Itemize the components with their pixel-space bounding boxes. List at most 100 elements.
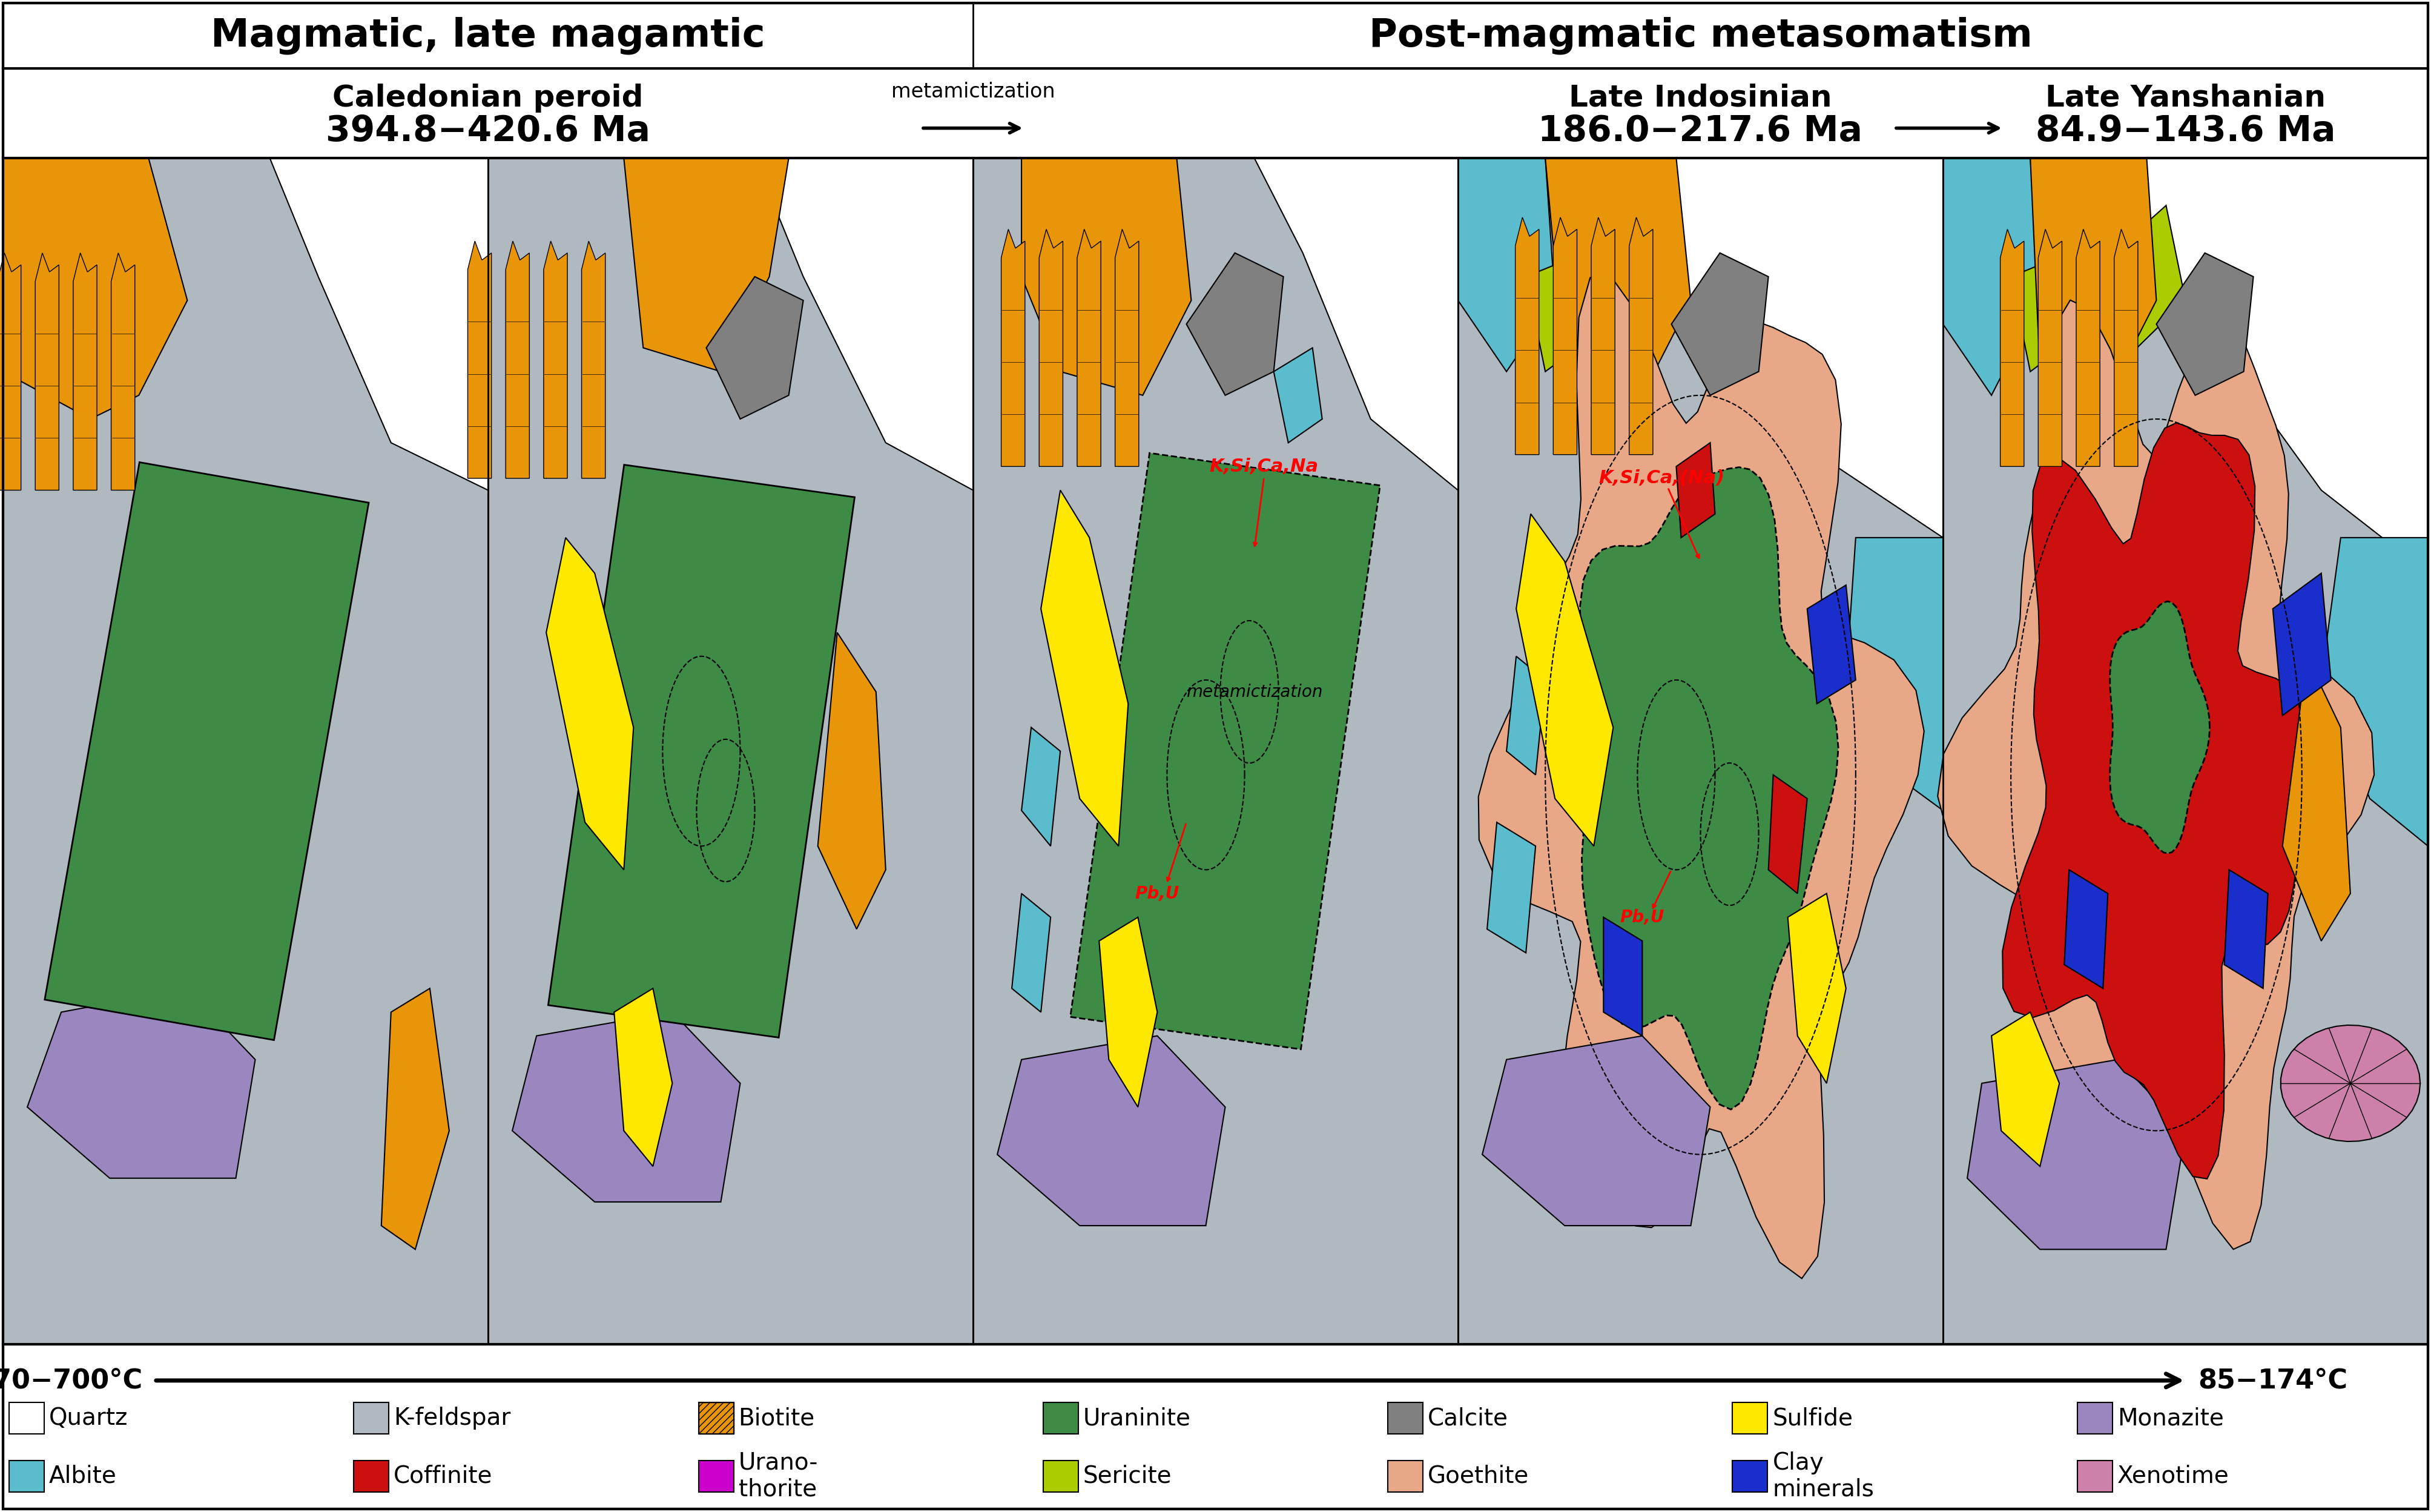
Polygon shape	[2280, 1025, 2421, 1142]
Polygon shape	[1488, 823, 1536, 953]
Bar	[1459, 159, 1942, 1344]
Polygon shape	[2156, 253, 2254, 395]
Polygon shape	[1991, 1012, 2059, 1166]
Polygon shape	[1274, 348, 1322, 443]
Polygon shape	[1040, 490, 1128, 847]
Bar	[1388, 1461, 1422, 1492]
Polygon shape	[2003, 423, 2317, 1179]
Polygon shape	[1038, 230, 1062, 467]
Polygon shape	[754, 159, 972, 490]
Bar	[698, 1403, 734, 1433]
Polygon shape	[997, 1036, 1225, 1226]
Polygon shape	[270, 159, 489, 490]
Polygon shape	[2322, 538, 2429, 847]
Polygon shape	[27, 989, 255, 1178]
Bar	[1043, 1403, 1079, 1433]
Polygon shape	[1099, 918, 1157, 1107]
Polygon shape	[2113, 206, 2185, 348]
Polygon shape	[1116, 230, 1138, 467]
Polygon shape	[817, 632, 885, 928]
Text: Coffinite: Coffinite	[394, 1465, 493, 1488]
Text: metamictization: metamictization	[892, 82, 1055, 101]
Bar	[1733, 1461, 1767, 1492]
Polygon shape	[2001, 230, 2025, 467]
Polygon shape	[2115, 230, 2137, 467]
Text: K,Si,Ca,Na: K,Si,Ca,Na	[1211, 458, 1318, 475]
Polygon shape	[1845, 538, 1942, 810]
Text: Biotite: Biotite	[739, 1406, 814, 1430]
Polygon shape	[1806, 585, 1855, 703]
Polygon shape	[34, 253, 58, 490]
Bar	[10, 1461, 44, 1492]
Polygon shape	[2283, 656, 2351, 940]
Bar	[1942, 159, 2429, 1344]
Polygon shape	[1673, 253, 1767, 395]
Polygon shape	[2273, 573, 2331, 715]
Bar	[489, 159, 972, 1344]
Polygon shape	[2, 159, 187, 419]
Polygon shape	[2010, 253, 2079, 372]
Bar	[44, 463, 370, 1040]
Polygon shape	[1604, 159, 1942, 538]
Polygon shape	[0, 253, 22, 490]
Text: Late Indosinian: Late Indosinian	[1568, 83, 1833, 112]
Text: Albite: Albite	[49, 1465, 117, 1488]
Text: Late Yanshanian: Late Yanshanian	[2044, 83, 2326, 112]
Polygon shape	[1767, 774, 1806, 894]
Bar	[2, 159, 489, 1344]
Bar	[10, 1403, 44, 1433]
Polygon shape	[707, 277, 802, 419]
Text: Xenotime: Xenotime	[2117, 1465, 2229, 1488]
Polygon shape	[467, 240, 491, 478]
Polygon shape	[625, 159, 788, 372]
Polygon shape	[112, 253, 134, 490]
Text: Urano-
thorite: Urano- thorite	[739, 1452, 817, 1501]
Polygon shape	[2110, 602, 2210, 853]
Text: metamictization: metamictization	[1186, 683, 1322, 700]
Polygon shape	[2224, 869, 2268, 989]
Polygon shape	[1629, 218, 1653, 455]
Bar	[2076, 1461, 2113, 1492]
Text: K,Si,Ca,(Na): K,Si,Ca,(Na)	[1600, 470, 1724, 487]
Bar	[355, 1403, 389, 1433]
Bar	[698, 1461, 734, 1492]
Polygon shape	[1517, 514, 1614, 847]
Text: 85−174°C: 85−174°C	[2198, 1367, 2348, 1394]
Polygon shape	[2030, 159, 2156, 395]
Text: 470−700°C: 470−700°C	[0, 1367, 143, 1394]
Polygon shape	[2088, 159, 2429, 573]
Bar	[1070, 454, 1381, 1049]
Polygon shape	[513, 1012, 739, 1202]
Text: Calcite: Calcite	[1427, 1406, 1507, 1430]
Polygon shape	[2064, 869, 2108, 989]
Polygon shape	[382, 989, 450, 1249]
Bar	[972, 159, 1459, 1344]
Polygon shape	[2076, 230, 2100, 467]
Polygon shape	[1604, 918, 1643, 1036]
Polygon shape	[581, 240, 605, 478]
Bar	[547, 464, 856, 1037]
Polygon shape	[1077, 230, 1101, 467]
Polygon shape	[547, 538, 634, 869]
Text: Uraninite: Uraninite	[1084, 1406, 1191, 1430]
Bar	[698, 1403, 734, 1433]
Polygon shape	[1478, 275, 1923, 1279]
Text: Pb,U: Pb,U	[1135, 885, 1179, 903]
Polygon shape	[615, 989, 673, 1166]
Polygon shape	[506, 240, 530, 478]
Polygon shape	[1546, 159, 1692, 395]
Polygon shape	[1553, 218, 1578, 455]
Bar	[1733, 1403, 1767, 1433]
Polygon shape	[1507, 656, 1546, 774]
Polygon shape	[1011, 894, 1050, 1012]
Text: Caledonian peroid: Caledonian peroid	[333, 83, 644, 112]
Polygon shape	[1942, 159, 2040, 395]
Text: K-feldspar: K-feldspar	[394, 1406, 511, 1430]
Text: Pb,U: Pb,U	[1619, 909, 1665, 925]
Polygon shape	[1186, 253, 1284, 395]
Text: Monazite: Monazite	[2117, 1406, 2224, 1430]
Text: Post-magmatic metasomatism: Post-magmatic metasomatism	[1369, 17, 2032, 54]
Polygon shape	[1459, 159, 1556, 372]
Polygon shape	[1483, 1036, 1709, 1226]
Polygon shape	[1002, 230, 1026, 467]
